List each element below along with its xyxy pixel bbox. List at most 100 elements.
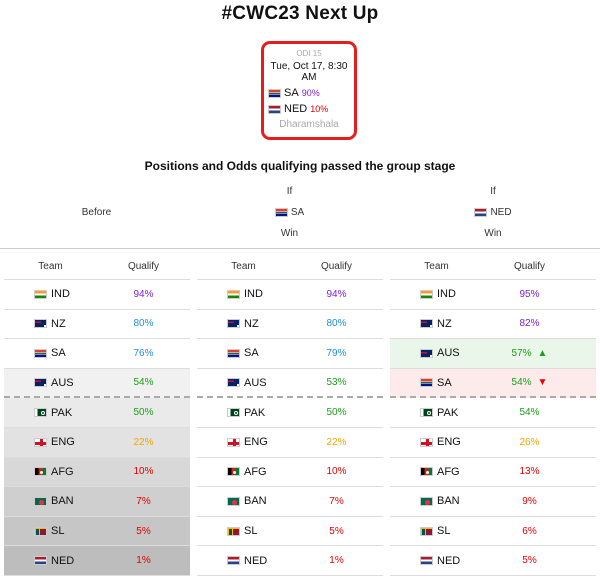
in-flag-icon [34, 289, 47, 299]
qualify-odds: 82% [519, 318, 540, 330]
team-cell: NED [390, 555, 483, 567]
table-row[interactable]: NZ 80% [197, 309, 383, 340]
team-code: NED [51, 554, 75, 567]
qualify-odds: 5% [522, 555, 537, 567]
qualify-cell: 5% [290, 526, 383, 537]
team-code: AUS [244, 376, 267, 389]
qualify-cell: 79% [290, 348, 383, 359]
table-header: Team Qualify [390, 254, 596, 280]
table-row[interactable]: AUS 53% [197, 368, 383, 399]
qualify-cell: 6% [483, 526, 576, 537]
qualify-cell: 5% [483, 555, 576, 566]
team-cell: AFG [197, 466, 290, 478]
column-head-before-label: Before [81, 207, 112, 218]
lk-flag-icon [34, 526, 47, 536]
match-card[interactable]: ODI 15 Tue, Oct 17, 8:30 AM SA 90% NED 1… [261, 41, 357, 140]
team-code: SL [51, 525, 65, 538]
team-code: NZ [244, 317, 259, 330]
bd-flag-icon [34, 496, 47, 506]
table-row[interactable]: SL 6% [390, 516, 596, 547]
team-cell: NZ [4, 318, 97, 330]
table-row[interactable]: PAK 50% [4, 398, 190, 428]
table-row[interactable]: IND 94% [4, 280, 190, 310]
team-code: ENG [51, 436, 75, 449]
team-code: NZ [437, 317, 452, 330]
table-row[interactable]: NZ 80% [4, 309, 190, 340]
section-subtitle: Positions and Odds qualifying passed the… [144, 159, 456, 173]
table-row[interactable]: ENG 22% [197, 427, 383, 458]
table-row[interactable]: SA 79% [197, 339, 383, 369]
table-row[interactable]: AUS 54% [4, 368, 190, 399]
table-row[interactable]: NED 5% [390, 546, 596, 576]
team-cell: IND [390, 288, 483, 300]
table-row[interactable]: SA 54% ▼ [390, 368, 596, 399]
column-qualify: Qualify [127, 261, 160, 272]
table-row[interactable]: BAN 7% [197, 487, 383, 517]
qualify-odds: 54% [133, 377, 154, 389]
qualify-cell: 50% [290, 407, 383, 418]
lk-flag-icon [227, 526, 240, 536]
table-row[interactable]: AFG 10% [197, 457, 383, 488]
table-row[interactable]: IND 94% [197, 280, 383, 310]
table-row[interactable]: ENG 22% [4, 427, 190, 458]
table-row[interactable]: NZ 82% [390, 309, 596, 340]
table-row[interactable]: AFG 10% [4, 457, 190, 488]
qualify-odds: 80% [133, 318, 154, 330]
qualify-odds: 57% [511, 347, 532, 359]
column-team: Team [38, 261, 63, 272]
qualify-cell: 9% [483, 496, 576, 507]
qualify-cell: 7% [97, 496, 190, 507]
za-flag-icon [34, 348, 47, 358]
table-row[interactable]: IND 95% [390, 280, 596, 310]
team-code: AUS [437, 347, 460, 360]
team-code: NED [437, 554, 461, 567]
team-code: PAK [244, 406, 266, 419]
team-code: SA [51, 347, 66, 360]
table-row[interactable]: ENG 26% [390, 427, 596, 458]
table-row[interactable]: AFG 13% [390, 457, 596, 488]
team-cell: BAN [197, 495, 290, 507]
table-row[interactable]: SL 5% [197, 516, 383, 547]
table-row[interactable]: NED 1% [197, 546, 383, 576]
team-cell: BAN [4, 495, 97, 507]
qualify-cell: 10% [290, 466, 383, 477]
qualify-cell: 80% [97, 318, 190, 329]
qualify-odds: 1% [329, 555, 344, 567]
team-code: ENG [244, 436, 268, 449]
au-flag-icon [227, 378, 240, 388]
qualify-odds: 6% [522, 525, 537, 537]
team-cell: ENG [390, 436, 483, 448]
qualify-odds: 80% [326, 318, 347, 330]
qualify-cell: 54% [97, 377, 190, 388]
team-cell: NED [4, 555, 97, 567]
table-row[interactable]: SL 5% [4, 516, 190, 547]
qualify-cell: 1% [290, 555, 383, 566]
en-flag-icon [420, 437, 433, 447]
match-team-2-pct: 10% [310, 104, 329, 114]
team-cell: ENG [197, 436, 290, 448]
match-team-2: NED 10% [264, 103, 354, 115]
team-cell: IND [4, 288, 97, 300]
table-row[interactable]: AUS 57% ▲ [390, 339, 596, 369]
column-head-if-sa-if: If [286, 186, 293, 197]
table-row[interactable]: NED 1% [4, 546, 190, 576]
table-row[interactable]: BAN 7% [4, 487, 190, 517]
match-team-1: SA 90% [264, 87, 354, 99]
qualify-odds: 94% [133, 288, 154, 300]
team-cell: PAK [4, 407, 97, 419]
qualify-cell: 54% ▼ [483, 377, 576, 388]
table-row[interactable]: SA 76% [4, 339, 190, 369]
team-code: AUS [51, 376, 74, 389]
qualify-odds: 7% [329, 495, 344, 507]
za-flag-icon [227, 348, 240, 358]
team-cell: PAK [390, 407, 483, 419]
team-cell: AUS [4, 377, 97, 389]
qualify-odds: 7% [136, 495, 151, 507]
table-row[interactable]: PAK 50% [197, 398, 383, 428]
team-cell: SA [4, 347, 97, 359]
af-flag-icon [227, 467, 240, 477]
table-row[interactable]: BAN 9% [390, 487, 596, 517]
table-row[interactable]: PAK 54% [390, 398, 596, 428]
nz-flag-icon [420, 319, 433, 329]
team-code: AFG [437, 465, 460, 478]
